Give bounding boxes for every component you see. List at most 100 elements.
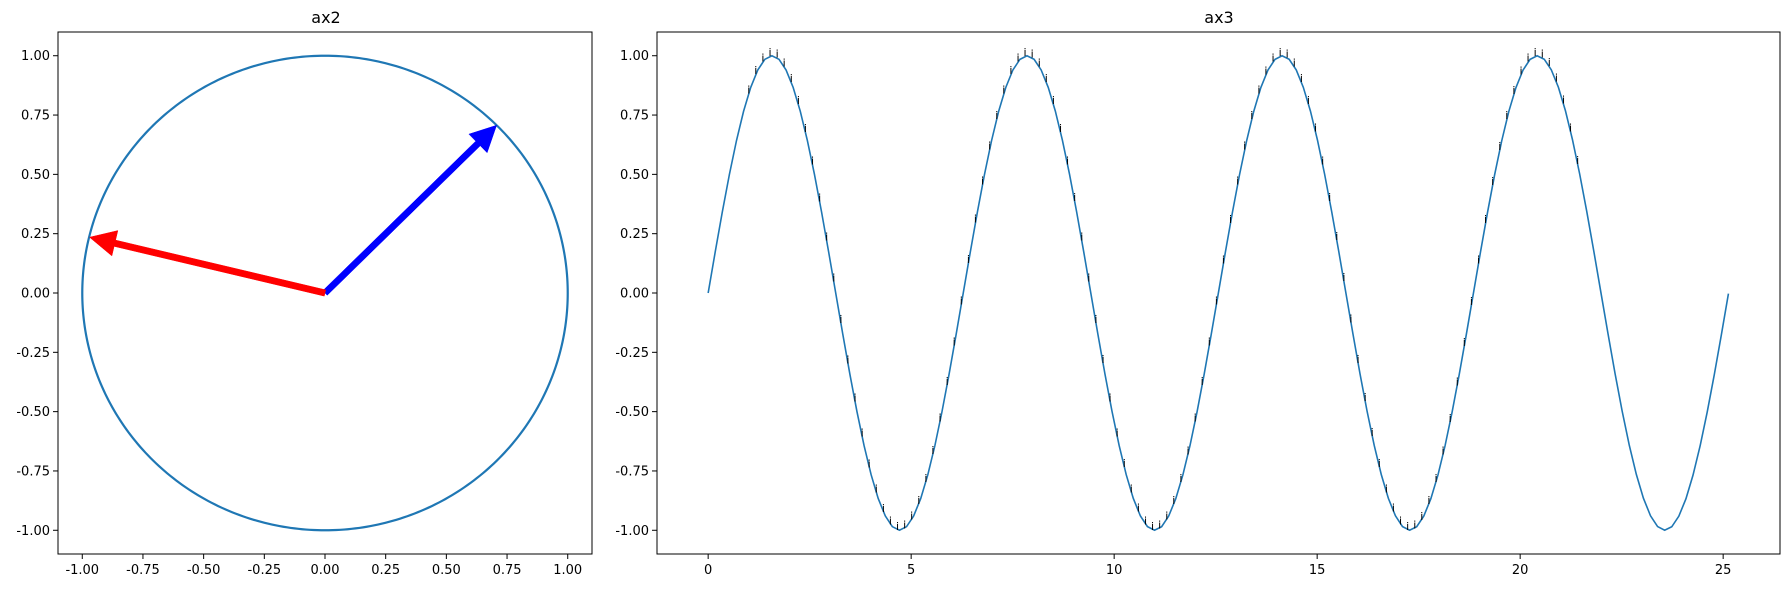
point-label: i [853,392,856,405]
point-label: i [995,109,998,122]
point-label: i [825,231,828,244]
point-label: i [1066,155,1069,168]
point-label: i [747,83,750,96]
point-label: i [839,313,842,326]
point-label: i [1257,84,1260,97]
point-label: i [1378,457,1381,470]
point-label: i [939,411,942,424]
plot-area-ax2 [81,54,569,532]
x-tick-label: 10 [1106,563,1123,578]
point-label: i [1300,72,1303,85]
point-label: i [974,213,977,226]
point-label: i [1519,64,1522,77]
y-tick-label: 0.00 [620,287,649,302]
point-label: i [1016,52,1019,65]
point-label: i [910,510,913,523]
y-tick-label: -0.50 [615,405,649,420]
point-label: i [1328,191,1331,204]
y-tick-label: -0.75 [615,464,649,479]
point-label: i [790,72,793,85]
point-label: i [1073,191,1076,204]
point-label: i [953,335,956,348]
y-axis-ax2: -1.00 -0.75 -0.50 -0.25 0.00 0.25 0.50 0.75 1.00 [16,49,58,539]
x-tick-label: 0.00 [311,563,340,578]
point-label: i [1505,109,1508,122]
point-label: i [768,46,771,59]
point-label: i [1307,94,1310,107]
point-label: i [1342,271,1345,284]
point-label: i [1534,46,1537,59]
point-label: i [1137,502,1140,515]
point-label: i [1427,494,1430,507]
arrow [89,230,327,297]
x-tick-label: 1.00 [553,563,582,578]
x-tick-label: 20 [1512,563,1529,578]
point-label: i [1059,122,1062,135]
point-label: i [1123,457,1126,470]
point-label: i [1208,336,1211,349]
point-label: i [917,494,920,507]
point-label: i [1243,140,1246,153]
point-label: i [960,294,963,307]
x-tick-label: 0.50 [432,563,461,578]
point-label: i [1279,46,1282,59]
point-label: i [1491,175,1494,188]
point-label: i [797,94,800,107]
point-label: i [1349,312,1352,325]
point-label: i [761,52,764,65]
point-label: i [1442,444,1445,457]
point-label: i [1399,514,1402,527]
point-label: i [1335,230,1338,243]
point-label: i [1357,353,1360,366]
point-label: i [1420,510,1423,523]
point-label: i [861,427,864,440]
point-label: i [1080,230,1083,243]
point-label: i [896,520,899,533]
y-tick-label: 0.25 [21,227,50,242]
point-label: i [1130,482,1133,495]
point-label: i [1172,494,1175,507]
point-label: i [811,155,814,168]
x-tick-label: -0.25 [247,563,281,578]
y-tick-label: 0.75 [620,109,649,124]
point-label: i [1413,518,1416,531]
point-label: i [804,122,807,135]
point-label: i [1250,109,1253,122]
point-label: i [776,48,779,61]
point-label: i [1229,213,1232,226]
x-tick-label: 0.75 [493,563,522,578]
point-label: i [967,253,970,266]
point-label: i [1555,72,1558,85]
point-label: i [1052,94,1055,107]
point-label: i [1477,254,1480,267]
point-label: i [1144,514,1147,527]
point-label: i [882,502,885,515]
point-label: i [1215,295,1218,308]
y-tick-label: -1.00 [16,524,50,539]
y-tick-label: 0.75 [21,109,50,124]
point-label: i [1463,336,1466,349]
y-tick-label: -0.25 [16,346,50,361]
plot-area-ax3: i i i i i i i i i i i i i i i i i i i i i i i i i i i i i i i i i i i i i i i i… [707,46,1730,533]
point-label: i [1364,391,1367,404]
point-label: i [832,272,835,285]
sine-series-line [707,54,1730,532]
x-tick-label: 0.25 [371,563,400,578]
point-label: i [1371,426,1374,439]
point-label: i [1087,271,1090,284]
point-label: i [1038,56,1041,69]
point-label: i [1512,84,1515,97]
point-label: i [783,56,786,69]
point-label: i [1314,122,1317,135]
point-label: i [1385,482,1388,495]
point-label: i [924,472,927,485]
x-tick-label: -0.75 [126,563,160,578]
subplot-title-ax3: ax3 [1204,8,1233,27]
point-label: i [1094,313,1097,326]
point-label: i [1116,426,1119,439]
point-label: i [1271,52,1274,65]
point-label: i [1002,83,1005,96]
point-label: i [946,375,949,388]
point-label: i [1484,213,1487,226]
